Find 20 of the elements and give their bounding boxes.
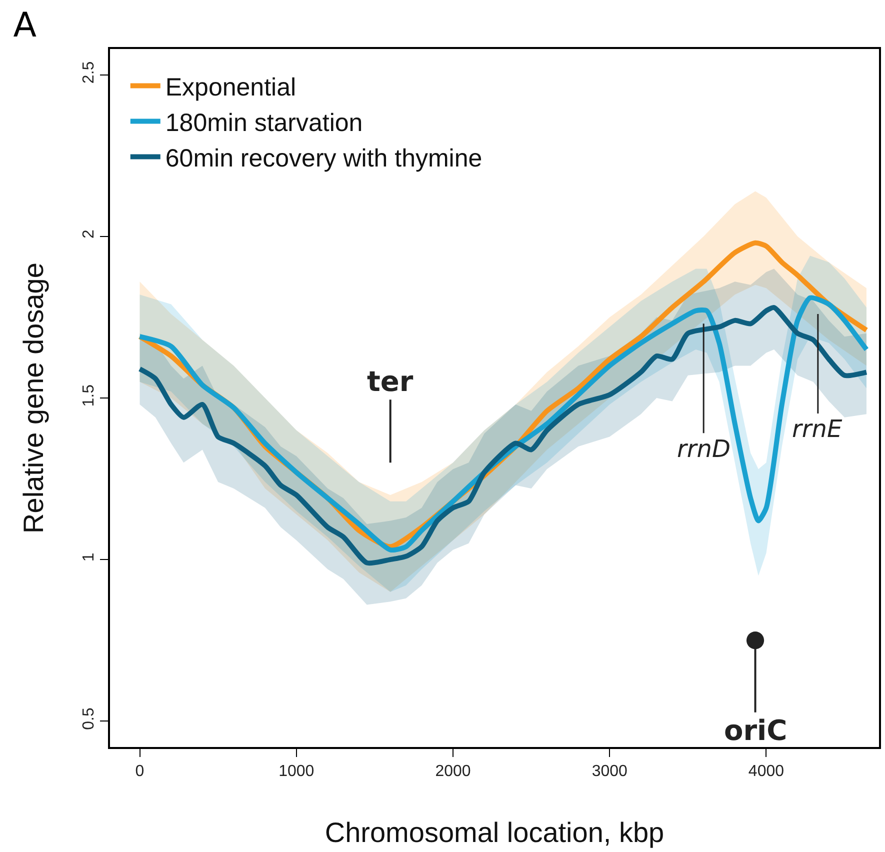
- x-tick-label: 0: [135, 763, 144, 780]
- annotation: rrnE: [792, 415, 843, 443]
- annotation: rrnD: [677, 435, 730, 463]
- chart-title: A: [13, 6, 37, 46]
- y-tick-label: 1.5: [80, 384, 98, 407]
- annotation: ter: [367, 365, 414, 398]
- y-tick-label: 1: [80, 552, 98, 562]
- y-axis-title: Relative gene dosage: [18, 262, 49, 534]
- y-tick-label: 2.5: [80, 61, 98, 84]
- x-tick-label: 3000: [592, 763, 628, 780]
- x-axis-title: Chromosomal location, kbp: [324, 817, 664, 848]
- x-tick-label: 4000: [748, 763, 784, 780]
- y-tick-label: 2: [80, 229, 98, 238]
- x-tick-label: 2000: [435, 763, 471, 780]
- x-tick-label: 1000: [278, 763, 314, 780]
- legend-label: 180min starvation: [165, 108, 363, 137]
- legend-label: 60min recovery with thymine: [165, 144, 482, 172]
- y-tick-label: 0.5: [80, 708, 98, 730]
- annotation: oriC: [724, 714, 788, 747]
- legend-label: Exponential: [165, 73, 296, 102]
